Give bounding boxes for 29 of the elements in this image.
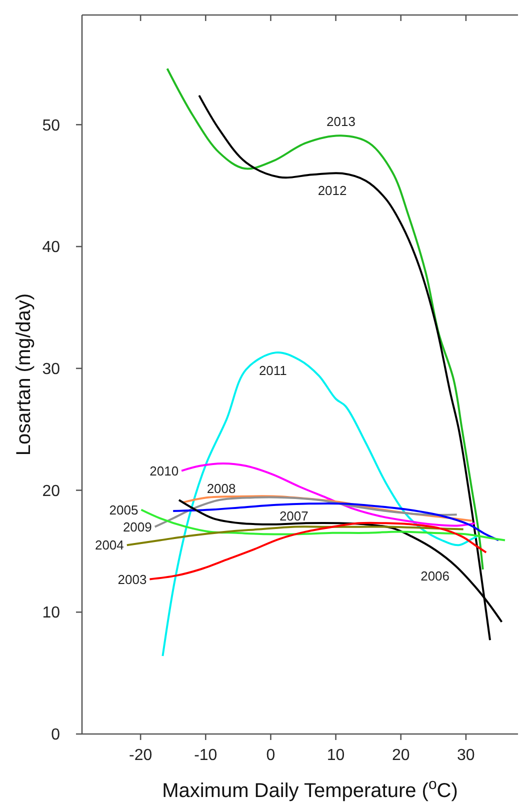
line-series — [182, 495, 473, 522]
y-tick-label: 40 — [42, 239, 60, 256]
line-series — [154, 496, 458, 528]
x-tick-label: 20 — [392, 747, 410, 764]
series-label: 2009 — [122, 519, 152, 534]
y-axis-title: Losartan (mg/day) — [13, 293, 35, 456]
series-label: 2004 — [94, 538, 124, 553]
series-label: 2010 — [150, 463, 179, 478]
x-tick-label: 30 — [457, 747, 475, 764]
series-label: 2008 — [206, 481, 236, 496]
x-tick-label: 10 — [326, 747, 345, 764]
x-axis-title: Maximum Daily Temperature ($^{o}$C) — [162, 776, 458, 802]
series-label: 2005 — [109, 502, 138, 518]
y-tick-label: 0 — [51, 726, 60, 744]
series-label: 2011 — [258, 363, 287, 378]
y-tick-label: 50 — [42, 117, 60, 134]
series-label: 2003 — [118, 572, 147, 587]
series-label: 2012 — [318, 182, 347, 198]
line-series — [180, 462, 476, 527]
x-tick-label: -10 — [194, 747, 218, 764]
y-tick-label: 20 — [42, 482, 60, 500]
series-label: 2013 — [326, 114, 356, 130]
series-label: 2007 — [279, 508, 308, 524]
line-series — [172, 502, 500, 542]
y-tick-label: 10 — [42, 604, 60, 622]
x-tick-label: 0 — [266, 747, 276, 764]
y-tick-label: 30 — [42, 361, 60, 378]
series-label: 2006 — [420, 568, 450, 584]
x-tick-label: -20 — [129, 747, 152, 764]
